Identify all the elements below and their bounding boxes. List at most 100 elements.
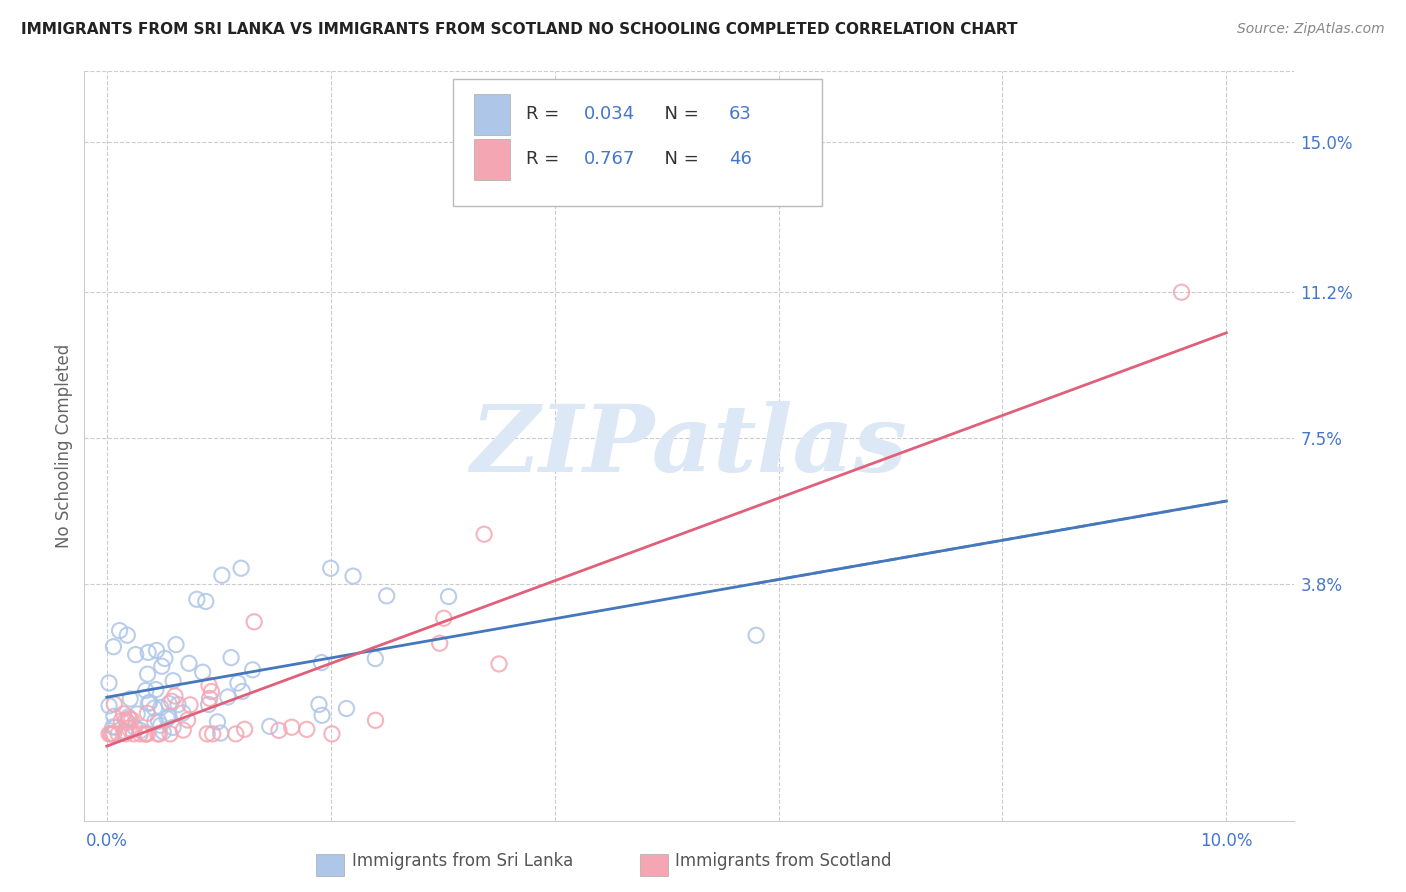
Point [429,636,451,650]
Point [172,706,194,720]
Point [162,673,184,688]
Point [117,715,139,730]
Point [472,527,495,541]
Point [242,663,264,677]
Point [229,561,252,575]
Point [138,695,160,709]
Text: 0.034: 0.034 [583,105,636,123]
Point [198,691,221,706]
Point [117,628,139,642]
Point [311,656,333,670]
Point [103,709,125,723]
Point [143,714,166,729]
Text: IMMIGRANTS FROM SRI LANKA VS IMMIGRANTS FROM SCOTLAND NO SCHOOLING COMPLETED COR: IMMIGRANTS FROM SRI LANKA VS IMMIGRANTS … [21,22,1018,37]
Point [217,690,239,704]
Point [200,684,222,698]
Point [321,727,343,741]
Point [179,698,201,712]
Point [176,713,198,727]
Point [211,568,233,582]
Point [156,712,179,726]
Point [114,713,136,727]
Point [134,727,156,741]
Text: ZIPatlas: ZIPatlas [471,401,907,491]
Point [108,624,131,638]
Point [117,710,139,724]
Point [118,712,141,726]
Text: Immigrants from Scotland: Immigrants from Scotland [675,852,891,870]
Point [136,706,159,721]
Y-axis label: No Schooling Completed: No Schooling Completed [55,344,73,548]
Point [159,727,181,741]
Text: 63: 63 [728,105,752,123]
Point [125,648,148,662]
Point [112,706,135,721]
Point [488,657,510,671]
Point [167,698,190,712]
Point [201,727,224,741]
Point [209,726,232,740]
Point [225,727,247,741]
Point [195,727,218,741]
Text: 0.767: 0.767 [583,151,636,169]
Point [226,676,249,690]
Point [149,700,172,714]
Point [311,708,333,723]
Point [437,590,460,604]
Point [118,722,141,736]
Point [122,727,145,741]
Point [103,640,125,654]
Point [148,714,170,729]
Point [281,720,304,734]
Text: R =: R = [526,151,565,169]
Point [231,684,253,698]
Point [198,678,221,692]
Point [110,714,132,728]
Point [172,723,194,737]
Point [160,694,183,708]
Point [134,727,156,741]
Point [114,724,136,739]
FancyBboxPatch shape [453,78,823,206]
Point [163,689,186,703]
Point [145,643,167,657]
Point [107,727,129,741]
Point [129,723,152,738]
Point [433,611,456,625]
Text: R =: R = [526,105,565,123]
Point [114,727,136,741]
Point [124,720,146,734]
Point [148,727,170,741]
Point [103,697,125,711]
Point [127,706,149,721]
Point [1170,285,1192,300]
Text: N =: N = [652,151,704,169]
Point [162,720,184,734]
Point [149,718,172,732]
Point [364,714,387,728]
Point [146,727,169,741]
Point [143,701,166,715]
Text: 46: 46 [728,151,752,169]
Point [121,713,143,727]
Point [157,697,180,711]
Point [104,720,127,734]
Point [295,723,318,737]
Point [101,727,124,741]
Point [364,651,387,665]
Text: Immigrants from Sri Lanka: Immigrants from Sri Lanka [352,852,572,870]
Point [129,727,152,741]
Point [120,692,142,706]
Point [136,645,159,659]
Point [259,719,281,733]
Point [319,561,342,575]
FancyBboxPatch shape [474,94,510,135]
Point [342,569,364,583]
Point [98,676,121,690]
Point [138,696,160,710]
Point [98,727,121,741]
Point [165,638,187,652]
Point [135,683,157,698]
Point [153,651,176,665]
Point [186,592,208,607]
